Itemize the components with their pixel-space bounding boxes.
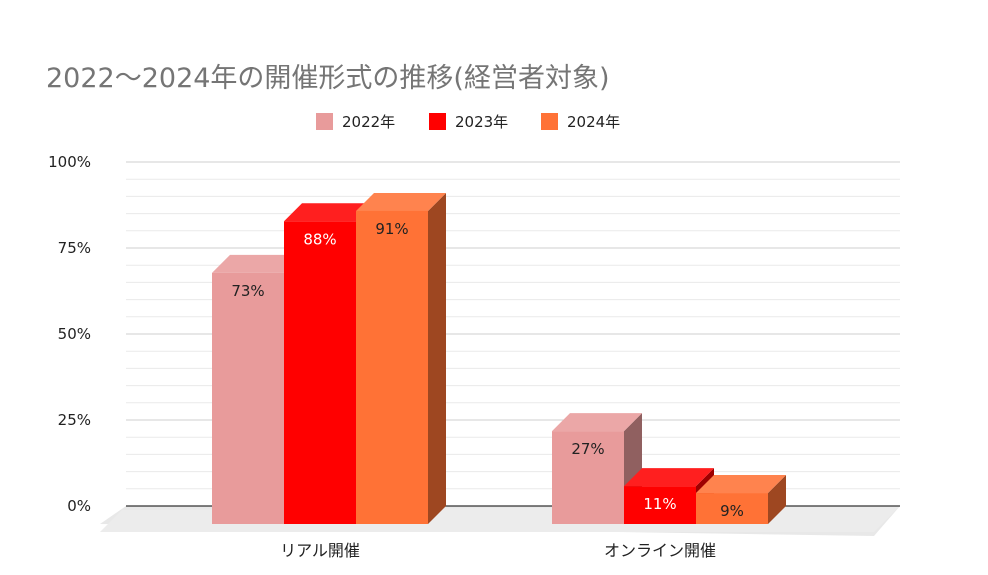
category-label: リアル開催 — [280, 541, 360, 560]
legend-swatch — [429, 113, 446, 130]
bar — [696, 475, 786, 524]
bar-top — [284, 203, 374, 222]
bar-front — [552, 431, 624, 524]
data-label: 73% — [231, 282, 264, 300]
bar-front — [356, 210, 428, 524]
bar-side — [768, 475, 786, 524]
bar — [356, 192, 446, 524]
bar-top — [624, 468, 714, 487]
data-label: 11% — [643, 495, 676, 513]
bar-front — [212, 272, 284, 524]
bar-front — [624, 486, 696, 524]
y-tick-label: 75% — [58, 239, 91, 257]
category-label: オンライン開催 — [604, 541, 716, 560]
legend-swatch — [316, 113, 333, 130]
chart-title: 2022〜2024年の開催形式の推移(経営者対象) — [46, 63, 610, 94]
bar-side — [428, 192, 446, 524]
bar-top — [212, 254, 302, 273]
bar-front — [284, 221, 356, 524]
legend-label: 2023年 — [455, 113, 508, 131]
data-label: 9% — [720, 502, 744, 520]
y-tick-label: 25% — [58, 411, 91, 429]
bar-top — [356, 192, 446, 211]
bar-front — [696, 493, 768, 524]
legend-swatch — [541, 113, 558, 130]
data-label: 27% — [571, 440, 604, 458]
legend-label: 2024年 — [567, 113, 620, 131]
bar — [212, 254, 302, 524]
bar-top — [552, 413, 642, 432]
data-label: 88% — [303, 230, 336, 248]
y-tick-label: 0% — [67, 497, 91, 515]
y-tick-label: 50% — [58, 325, 91, 343]
legend-label: 2022年 — [342, 113, 395, 131]
data-label: 91% — [375, 220, 408, 238]
bar — [552, 413, 642, 524]
y-tick-label: 100% — [48, 153, 91, 171]
bar-top — [696, 475, 786, 494]
